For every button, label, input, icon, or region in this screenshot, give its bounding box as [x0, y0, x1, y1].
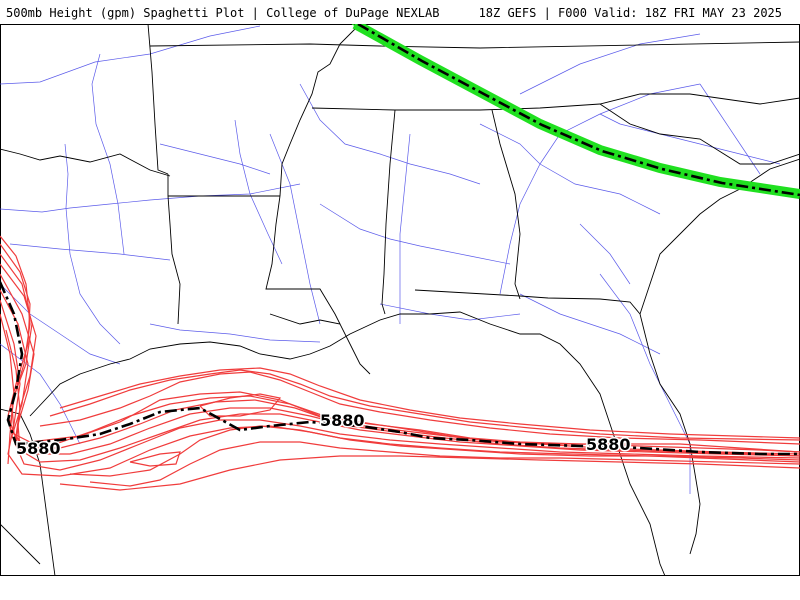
plot-title: 500mb Height (gpm) Spaghetti Plot | Coll… — [6, 6, 440, 20]
map-header: 500mb Height (gpm) Spaghetti Plot | Coll… — [0, 0, 800, 24]
contour-labels: 5880 5880 5880 — [15, 410, 633, 460]
red-member-contours — [0, 235, 800, 491]
ensemble-mean-lines — [0, 24, 800, 456]
highways-layer — [0, 25, 781, 494]
spaghetti-map: 5880 5880 5880 — [0, 24, 800, 576]
valid-time: 18Z GEFS | F000 Valid: 18Z FRI MAY 23 20… — [478, 6, 782, 20]
contour-label-5880-east: 5880 — [586, 435, 631, 454]
state-borders-layer — [0, 24, 800, 576]
contour-label-5880-west: 5880 — [16, 439, 61, 458]
bottom-margin — [0, 576, 800, 600]
contour-label-5880-center: 5880 — [320, 411, 365, 430]
